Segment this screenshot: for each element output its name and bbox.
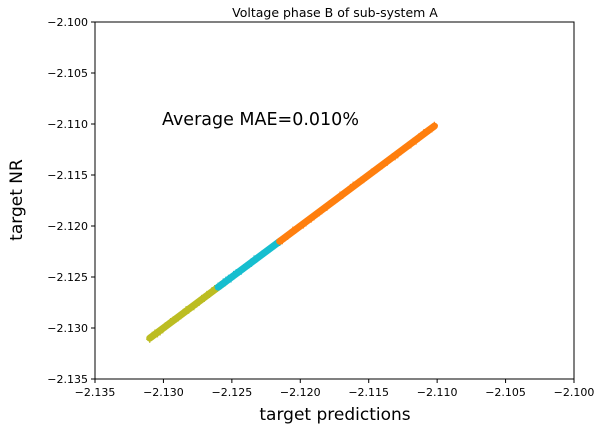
- scatter-point: [278, 237, 286, 245]
- chart-title: Voltage phase B of sub-system A: [232, 5, 438, 20]
- y-tick-label: −2.130: [47, 322, 88, 335]
- scatter-point: [200, 294, 208, 302]
- scatter-point: [407, 141, 415, 149]
- scatter-point: [430, 121, 438, 129]
- scatter-point: [237, 267, 245, 275]
- plot-frame: [94, 21, 575, 380]
- axis-ticks: −2.135 −2.130 −2.125 −2.120 −2.115 −2.110 −2.1…: [47, 16, 594, 399]
- scatter-point: [205, 291, 213, 299]
- mae-annotation: Average MAE=0.010%: [162, 110, 359, 130]
- x-tick-label: −2.100: [554, 386, 595, 399]
- y-tick-label: −2.115: [47, 169, 88, 182]
- scatter-point: [323, 203, 331, 211]
- x-tick-label: −2.115: [348, 386, 389, 399]
- y-tick-label: −2.100: [47, 16, 88, 29]
- scatter-point: [217, 282, 225, 290]
- y-tick-label: −2.120: [47, 220, 88, 233]
- scatter-series-2: [214, 237, 284, 291]
- x-tick-label: −2.130: [143, 386, 184, 399]
- y-tick-label: −2.105: [47, 67, 88, 80]
- x-tick-label: −2.105: [485, 386, 526, 399]
- y-tick-label: −2.110: [47, 118, 88, 131]
- y-axis-label: target NR: [7, 159, 27, 241]
- scatter-layer: [146, 121, 438, 343]
- scatter-point: [412, 137, 420, 145]
- scatter-series-3: [276, 121, 438, 245]
- scatter-point: [177, 312, 185, 320]
- scatter-point: [159, 326, 167, 334]
- x-tick-label: −2.135: [75, 386, 116, 399]
- scatter-point: [333, 195, 341, 203]
- scatter-point: [195, 298, 203, 306]
- scatter-point: [248, 259, 256, 267]
- x-axis-label: target predictions: [259, 405, 410, 425]
- x-tick-label: −2.125: [211, 386, 252, 399]
- x-tick-label: −2.120: [280, 386, 321, 399]
- x-tick-label: −2.110: [417, 386, 458, 399]
- y-tick-label: −2.135: [47, 373, 88, 386]
- scatter-point: [146, 335, 154, 343]
- scatter-point: [227, 275, 235, 283]
- y-tick-label: −2.125: [47, 271, 88, 284]
- scatter-point: [428, 125, 436, 133]
